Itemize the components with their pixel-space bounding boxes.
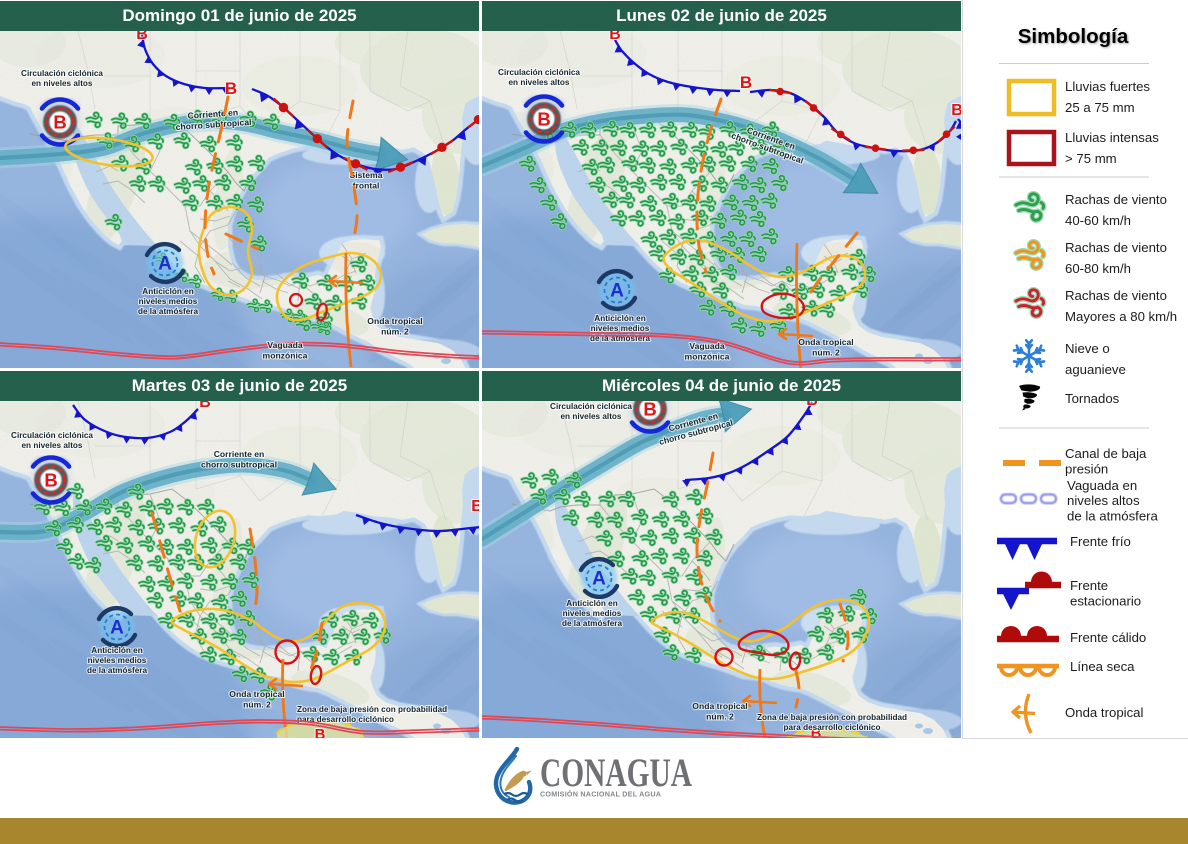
svg-text:monzónica: monzónica bbox=[263, 351, 308, 361]
svg-text:en niveles altos: en niveles altos bbox=[509, 78, 570, 87]
svg-text:niveles medios: niveles medios bbox=[88, 656, 147, 665]
svg-text:Tornados: Tornados bbox=[1065, 391, 1120, 406]
svg-text:frontal: frontal bbox=[353, 181, 380, 191]
svg-text:de la atmósfera: de la atmósfera bbox=[1067, 508, 1159, 523]
svg-text:Onda tropical: Onda tropical bbox=[367, 316, 422, 326]
svg-text:Circulación ciclónica: Circulación ciclónica bbox=[11, 431, 93, 440]
svg-text:40-60 km/h: 40-60 km/h bbox=[1065, 213, 1131, 228]
svg-text:B: B bbox=[471, 498, 479, 515]
svg-text:Onda tropical: Onda tropical bbox=[229, 689, 284, 699]
svg-text:Anticiclón en: Anticiclón en bbox=[566, 599, 617, 608]
svg-text:B: B bbox=[806, 401, 818, 409]
svg-text:Rachas de viento: Rachas de viento bbox=[1065, 288, 1167, 303]
svg-text:niveles medios: niveles medios bbox=[591, 324, 650, 333]
svg-text:B: B bbox=[199, 401, 211, 411]
svg-text:Frente frío: Frente frío bbox=[1070, 534, 1131, 549]
svg-text:chorro subtropical: chorro subtropical bbox=[201, 460, 277, 470]
svg-text:en niveles altos: en niveles altos bbox=[22, 441, 83, 450]
svg-text:Zona de baja presión con proba: Zona de baja presión con probabilidad bbox=[297, 705, 447, 714]
svg-text:de la atmósfera: de la atmósfera bbox=[87, 666, 148, 675]
svg-text:Línea seca: Línea seca bbox=[1070, 659, 1135, 674]
svg-text:Frente cálido: Frente cálido bbox=[1070, 630, 1146, 645]
svg-text:B: B bbox=[225, 79, 237, 98]
svg-text:Rachas de viento: Rachas de viento bbox=[1065, 192, 1167, 207]
svg-text:Sistema: Sistema bbox=[350, 170, 383, 180]
svg-text:núm. 2: núm. 2 bbox=[243, 700, 271, 710]
svg-text:Lluvias fuertes: Lluvias fuertes bbox=[1065, 79, 1150, 94]
svg-text:Nieve o: Nieve o bbox=[1065, 341, 1110, 356]
svg-text:Onda tropical: Onda tropical bbox=[692, 701, 747, 711]
svg-text:núm. 2: núm. 2 bbox=[706, 712, 734, 722]
svg-text:Circulación ciclónica: Circulación ciclónica bbox=[21, 69, 103, 78]
svg-text:en niveles altos: en niveles altos bbox=[32, 79, 93, 88]
svg-text:en niveles altos: en niveles altos bbox=[561, 412, 622, 421]
svg-text:B: B bbox=[315, 726, 326, 738]
svg-text:Rachas de viento: Rachas de viento bbox=[1065, 240, 1167, 255]
svg-text:presión: presión bbox=[1065, 462, 1108, 477]
svg-text:Onda tropical: Onda tropical bbox=[798, 337, 853, 347]
svg-text:de la atmósfera: de la atmósfera bbox=[590, 334, 651, 343]
svg-text:> 75 mm: > 75 mm bbox=[1065, 151, 1117, 166]
svg-text:de la atmósfera: de la atmósfera bbox=[138, 307, 199, 316]
svg-text:Zona de baja presión con proba: Zona de baja presión con probabilidad bbox=[757, 713, 907, 722]
svg-text:para desarrollo ciclónico: para desarrollo ciclónico bbox=[297, 715, 394, 724]
svg-text:Canal de baja: Canal de baja bbox=[1065, 446, 1147, 461]
svg-text:niveles altos: niveles altos bbox=[1067, 493, 1140, 508]
svg-text:núm. 2: núm. 2 bbox=[381, 327, 409, 337]
svg-text:Corriente en: Corriente en bbox=[214, 449, 265, 459]
svg-text:B: B bbox=[136, 31, 148, 43]
svg-text:B: B bbox=[951, 102, 961, 119]
svg-text:COMISIÓN NACIONAL DEL AGUA: COMISIÓN NACIONAL DEL AGUA bbox=[540, 790, 661, 799]
svg-text:estacionario: estacionario bbox=[1070, 594, 1141, 609]
svg-text:Onda tropical: Onda tropical bbox=[1065, 705, 1144, 720]
svg-text:núm. 2: núm. 2 bbox=[812, 348, 840, 358]
svg-text:Circulación ciclónica: Circulación ciclónica bbox=[498, 68, 580, 77]
svg-text:60-80 km/h: 60-80 km/h bbox=[1065, 261, 1131, 276]
svg-text:niveles medios: niveles medios bbox=[139, 297, 198, 306]
svg-text:niveles medios: niveles medios bbox=[563, 609, 622, 618]
svg-text:Vaguada en: Vaguada en bbox=[1067, 478, 1137, 493]
svg-text:para desarrollo ciclónico: para desarrollo ciclónico bbox=[784, 723, 881, 732]
svg-text:Vaguada: Vaguada bbox=[689, 341, 725, 351]
svg-text:Mayores a 80 km/h: Mayores a 80 km/h bbox=[1065, 309, 1177, 324]
svg-text:25 a 75 mm: 25 a 75 mm bbox=[1065, 100, 1135, 115]
svg-text:de la atmósfera: de la atmósfera bbox=[562, 619, 623, 628]
svg-text:aguanieve: aguanieve bbox=[1065, 362, 1126, 377]
svg-text:Anticiclón en: Anticiclón en bbox=[91, 646, 142, 655]
svg-text:CONAGUA: CONAGUA bbox=[540, 750, 692, 795]
svg-text:Anticiclón en: Anticiclón en bbox=[142, 287, 193, 296]
svg-text:Lluvias intensas: Lluvias intensas bbox=[1065, 130, 1159, 145]
svg-text:monzónica: monzónica bbox=[685, 352, 730, 362]
svg-text:Frente: Frente bbox=[1070, 578, 1108, 593]
svg-text:Simbología: Simbología bbox=[1018, 25, 1129, 48]
svg-text:Vaguada: Vaguada bbox=[267, 340, 303, 350]
svg-text:Circulación ciclónica: Circulación ciclónica bbox=[550, 402, 632, 411]
svg-text:B: B bbox=[609, 31, 621, 43]
svg-text:Anticiclón en: Anticiclón en bbox=[594, 314, 645, 323]
svg-text:B: B bbox=[740, 73, 752, 92]
